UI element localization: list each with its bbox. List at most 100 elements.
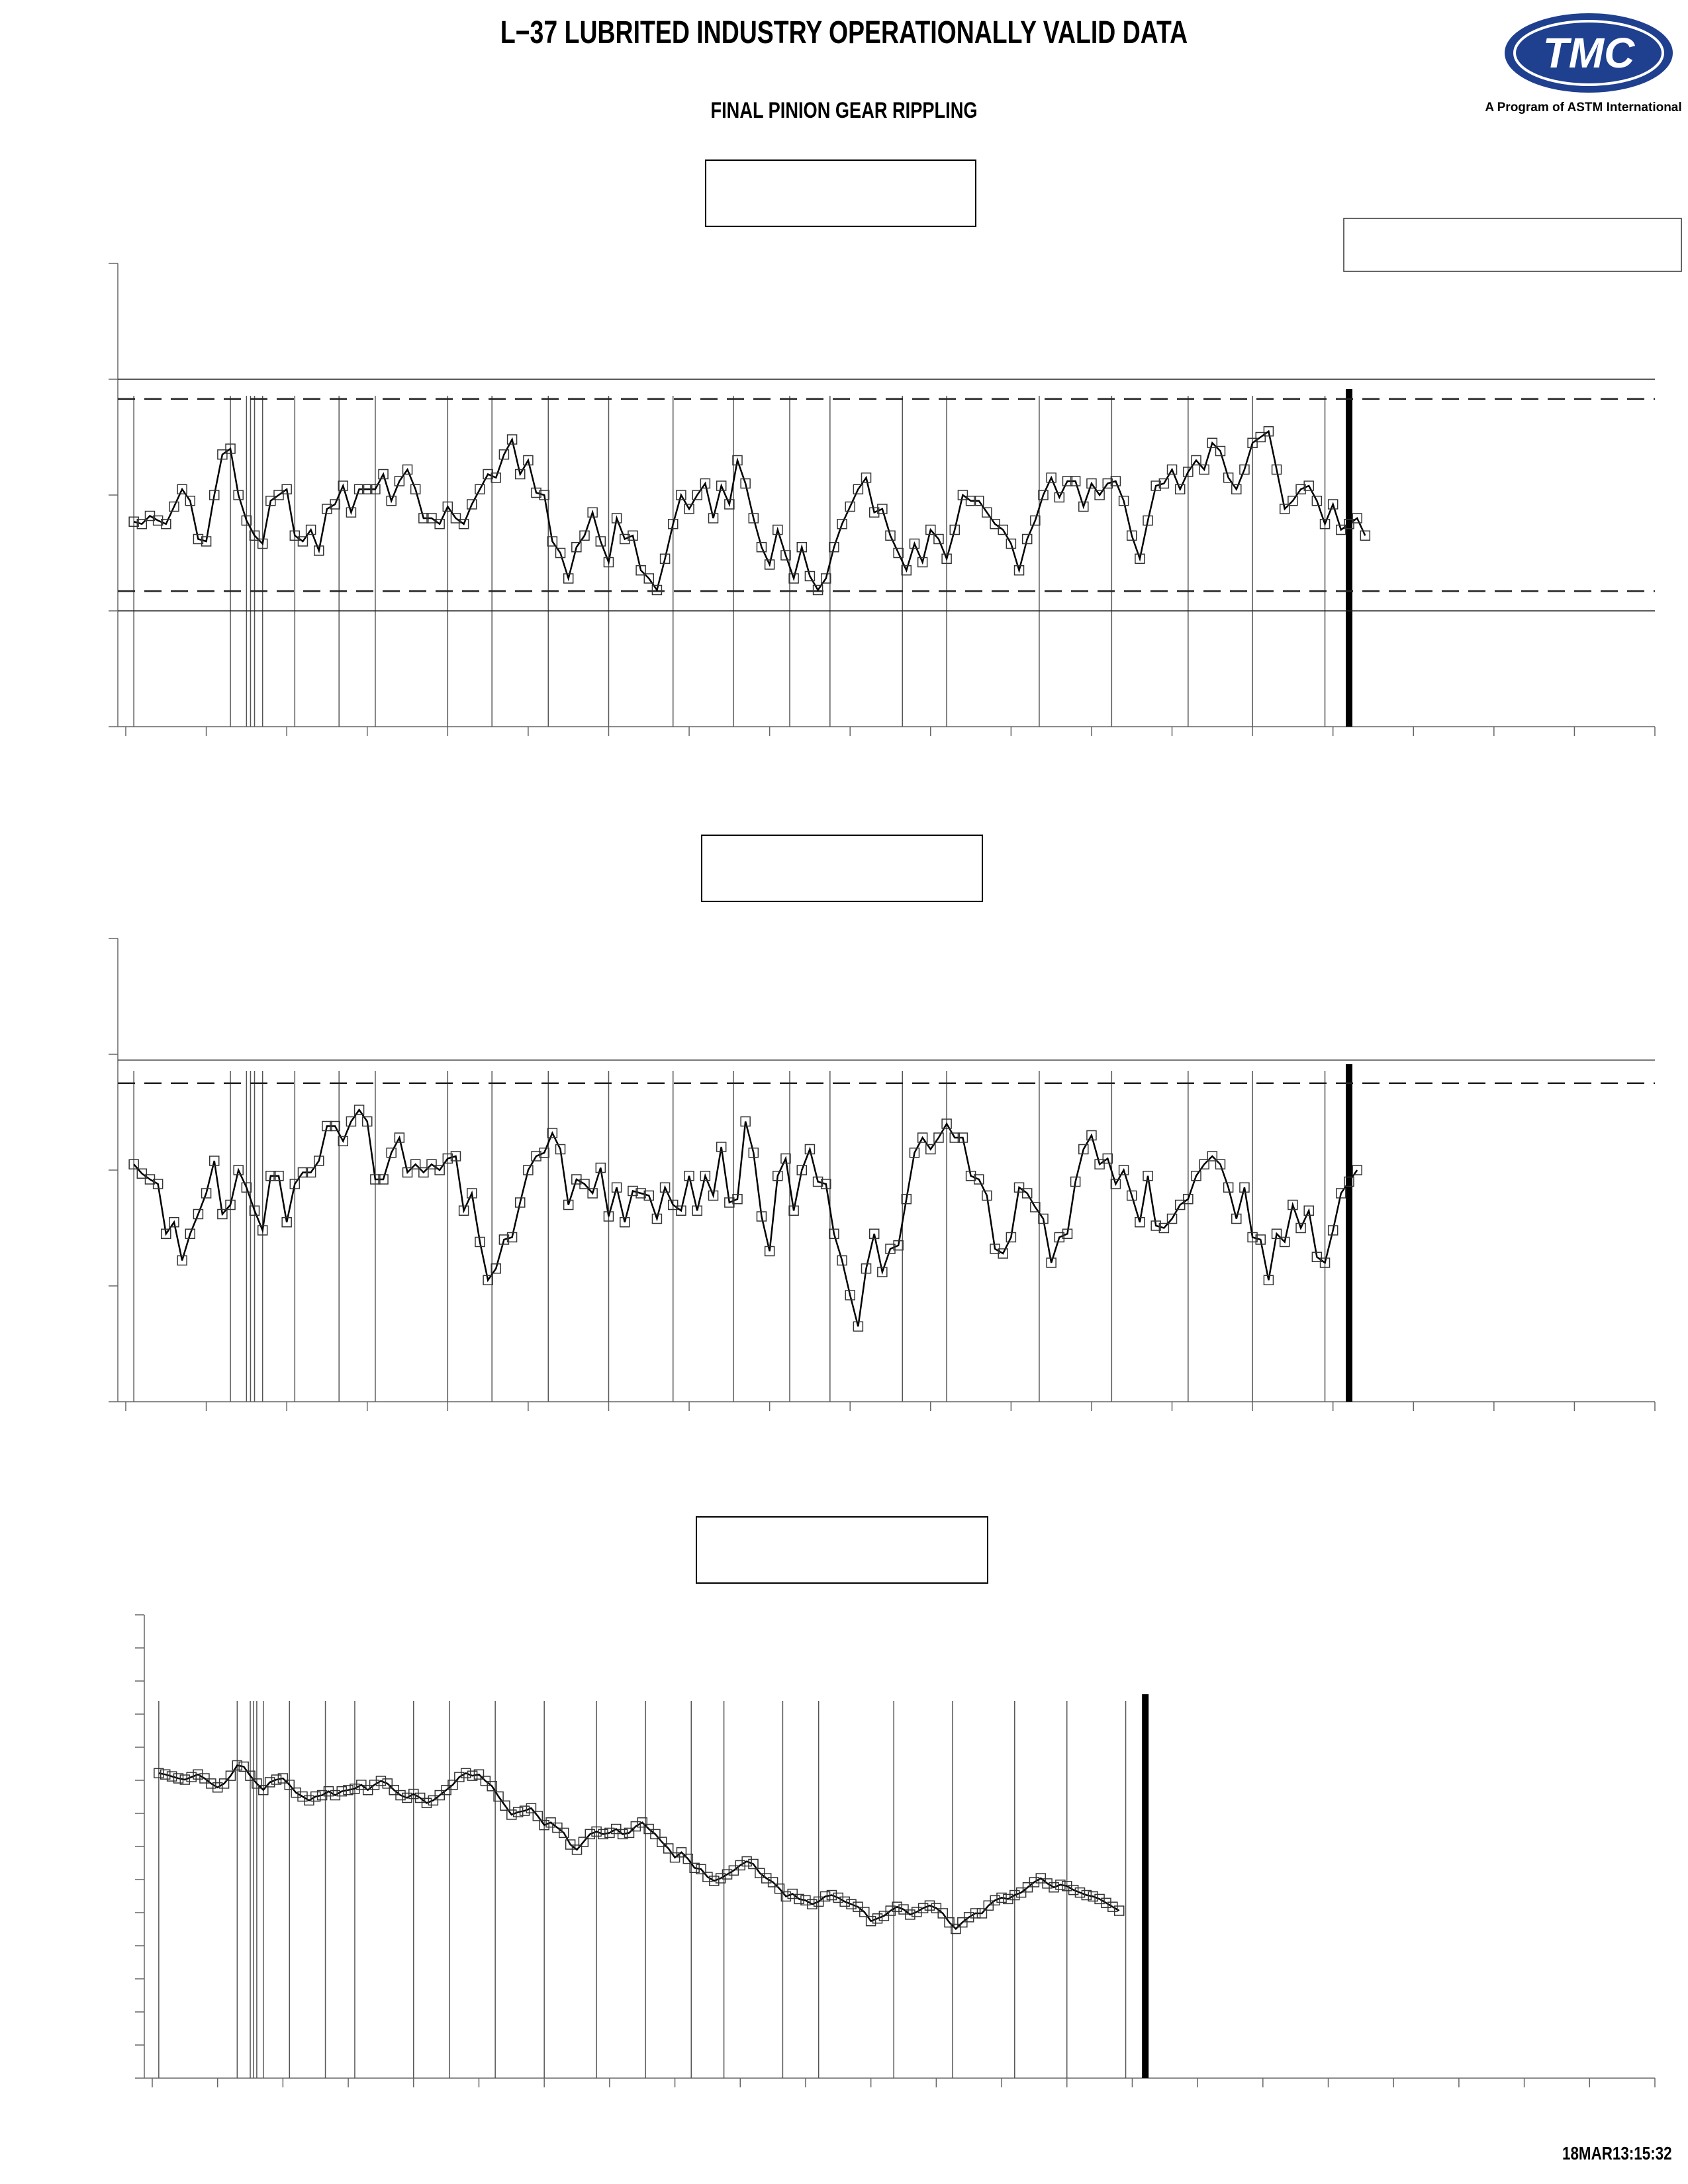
- data-point: [1081, 1889, 1092, 1901]
- data-point: [571, 542, 582, 553]
- data-point: [426, 1159, 437, 1169]
- data-point: [917, 1132, 928, 1143]
- data-point: [1271, 1228, 1282, 1239]
- data-point: [491, 1263, 502, 1274]
- data-point: [892, 1901, 902, 1912]
- data-point: [273, 1171, 284, 1181]
- data-point: [1263, 1275, 1274, 1285]
- data-point: [199, 1773, 210, 1784]
- data-point: [982, 1190, 992, 1201]
- data-point: [1336, 1188, 1346, 1199]
- data-point: [1352, 513, 1362, 523]
- data-point: [212, 1782, 223, 1793]
- data-point: [689, 1862, 700, 1874]
- data-point: [1158, 1222, 1170, 1234]
- data-point: [1074, 1887, 1086, 1898]
- data-point: [185, 1228, 196, 1239]
- data-point: [635, 1188, 646, 1199]
- data-point: [833, 1892, 844, 1903]
- data-point: [748, 1148, 759, 1158]
- data-point: [1054, 492, 1065, 503]
- data-point: [924, 1900, 935, 1911]
- data-point: [617, 1829, 628, 1840]
- data-point: [1086, 1130, 1097, 1141]
- data-point: [193, 533, 204, 545]
- data-point: [1006, 1232, 1017, 1243]
- data-point: [252, 1778, 262, 1789]
- data-point: [1030, 515, 1041, 526]
- data-point: [1013, 565, 1025, 576]
- data-point: [217, 449, 228, 460]
- legend-box: [1343, 218, 1682, 272]
- data-point: [498, 1234, 510, 1245]
- data-point: [676, 1847, 687, 1858]
- data-point: [1174, 1199, 1186, 1210]
- series-line: [158, 1764, 1120, 1931]
- data-point: [526, 1803, 537, 1813]
- data-point: [611, 1182, 622, 1193]
- data-point: [1247, 1232, 1258, 1243]
- data-point: [965, 1171, 976, 1181]
- data-point: [512, 1807, 524, 1817]
- data-point: [1279, 504, 1290, 514]
- data-point: [169, 1217, 179, 1228]
- data-point: [447, 1780, 458, 1790]
- chart-title-box: [701, 835, 983, 902]
- data-point: [1247, 437, 1258, 448]
- data-point: [1029, 1877, 1040, 1888]
- data-point: [1003, 1893, 1013, 1905]
- data-point: [796, 1165, 808, 1175]
- data-point: [611, 513, 622, 523]
- data-point: [829, 542, 839, 553]
- data-point: [1191, 1171, 1201, 1181]
- data-point: [998, 524, 1008, 535]
- data-point: [708, 1190, 719, 1201]
- data-point: [905, 1909, 915, 1920]
- data-point: [378, 1174, 389, 1185]
- data-point: [837, 519, 847, 529]
- data-point: [467, 499, 477, 510]
- data-point: [957, 490, 968, 500]
- data-point: [764, 559, 775, 570]
- data-point: [812, 1176, 823, 1187]
- data-point: [585, 1829, 596, 1840]
- data-point: [1360, 530, 1371, 541]
- data-point: [1070, 1176, 1081, 1187]
- data-point: [523, 1165, 534, 1175]
- data-point: [555, 547, 566, 559]
- data-point: [740, 1116, 751, 1127]
- data-point: [684, 1171, 694, 1181]
- data-point: [402, 1792, 412, 1803]
- data-point: [186, 1772, 197, 1782]
- data-point: [1061, 1881, 1072, 1891]
- data-point: [375, 1776, 387, 1786]
- data-point: [755, 1868, 765, 1878]
- data-point: [845, 501, 855, 512]
- data-point: [458, 1205, 469, 1216]
- data-point: [547, 1128, 558, 1138]
- data-point: [152, 1179, 164, 1189]
- data-point: [1102, 1153, 1113, 1164]
- data-point: [1009, 1889, 1020, 1901]
- data-point: [735, 1860, 746, 1871]
- data-point: [291, 1787, 301, 1798]
- data-point: [630, 1821, 641, 1832]
- data-point: [563, 1199, 574, 1210]
- data-point: [565, 1839, 576, 1850]
- data-point: [555, 1144, 566, 1155]
- data-point: [386, 496, 397, 506]
- data-point: [1022, 1882, 1033, 1893]
- data-point: [201, 1188, 212, 1199]
- data-point: [651, 584, 663, 596]
- data-point: [676, 1205, 686, 1216]
- data-point: [277, 1773, 289, 1784]
- data-point: [1038, 490, 1049, 500]
- data-point: [669, 1852, 680, 1863]
- data-point: [1110, 476, 1121, 486]
- data-point: [804, 1144, 816, 1155]
- data-point: [297, 1167, 308, 1178]
- data-point: [523, 455, 534, 466]
- data-point: [1166, 464, 1178, 475]
- data-point: [539, 1148, 549, 1158]
- data-point: [1102, 478, 1113, 489]
